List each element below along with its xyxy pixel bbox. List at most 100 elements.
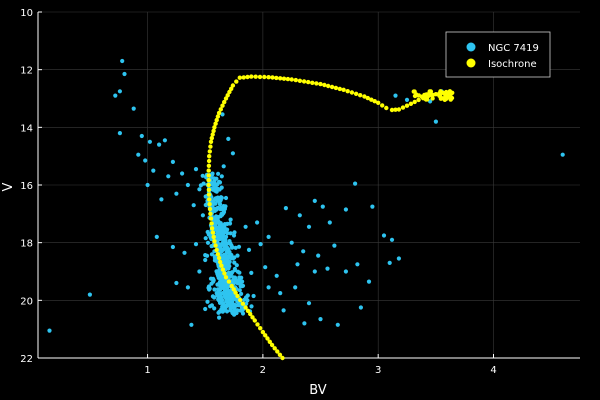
data-point-isochrone [206, 173, 211, 178]
data-point-isochrone [216, 255, 222, 261]
data-point-ngc-7419 [233, 277, 238, 282]
data-point-isochrone [278, 76, 283, 81]
data-point-ngc-7419 [213, 186, 218, 191]
x-tick-label: 1 [144, 365, 150, 376]
x-tick-label: 3 [375, 365, 381, 376]
legend-marker-ngc-7419 [466, 42, 476, 52]
data-point-isochrone [297, 78, 303, 84]
x-tick-label: 2 [260, 365, 266, 376]
data-point-ngc-7419 [289, 240, 294, 245]
data-point-isochrone [289, 77, 294, 82]
data-point-isochrone [229, 283, 234, 289]
data-point-isochrone [223, 275, 229, 280]
data-point-isochrone [214, 117, 219, 123]
data-point-isochrone [281, 76, 287, 81]
data-point-isochrone [241, 75, 246, 80]
data-point-ngc-7419 [226, 288, 231, 293]
data-point-ngc-7419 [157, 142, 162, 147]
data-point-ngc-7419 [283, 206, 288, 211]
data-point-ngc-7419 [219, 222, 224, 228]
data-point-isochrone [275, 349, 280, 354]
data-point-ngc-7419 [396, 256, 401, 261]
data-point-ngc-7419 [120, 58, 125, 64]
data-point-isochrone [220, 103, 225, 108]
data-point-isochrone [214, 247, 219, 253]
data-point-isochrone [218, 107, 223, 112]
data-point-isochrone [446, 94, 451, 100]
data-point-ngc-7419 [226, 241, 231, 246]
data-point-isochrone [208, 211, 213, 216]
data-point-ngc-7419 [209, 281, 214, 286]
data-point-ngc-7419 [225, 257, 230, 262]
data-point-ngc-7419 [239, 284, 244, 289]
data-point-ngc-7419 [236, 279, 241, 284]
data-point-isochrone [265, 336, 270, 341]
data-point-ngc-7419 [227, 301, 232, 306]
data-point-ngc-7419 [228, 217, 233, 222]
data-point-ngc-7419 [159, 197, 164, 202]
data-point-ngc-7419 [215, 293, 220, 298]
data-point-ngc-7419 [389, 237, 395, 242]
data-point-isochrone [235, 293, 240, 299]
data-point-ngc-7419 [239, 275, 244, 280]
data-point-ngc-7419 [224, 295, 230, 300]
data-point-ngc-7419 [200, 173, 205, 178]
data-point-isochrone [408, 101, 414, 107]
data-point-isochrone [207, 206, 213, 212]
data-point-ngc-7419 [224, 282, 229, 287]
data-point-ngc-7419 [255, 220, 260, 225]
data-point-ngc-7419 [229, 252, 234, 258]
data-point-ngc-7419 [222, 222, 227, 227]
data-point-ngc-7419 [193, 167, 199, 172]
data-point-ngc-7419 [209, 303, 214, 308]
data-point-ngc-7419 [227, 264, 232, 269]
data-point-ngc-7419 [217, 315, 222, 320]
data-point-ngc-7419 [210, 294, 215, 299]
data-point-isochrone [206, 182, 211, 188]
data-point-isochrone [274, 75, 279, 81]
data-point-ngc-7419 [218, 226, 223, 231]
data-point-isochrone [237, 75, 242, 80]
data-point-ngc-7419 [226, 136, 231, 141]
data-point-ngc-7419 [185, 285, 190, 290]
data-point-ngc-7419 [221, 257, 226, 262]
data-point-ngc-7419 [143, 158, 148, 163]
data-point-ngc-7419 [318, 317, 323, 322]
data-point-ngc-7419 [387, 260, 392, 265]
data-point-ngc-7419 [203, 236, 208, 241]
data-point-ngc-7419 [274, 273, 279, 278]
data-point-isochrone [362, 94, 367, 99]
data-point-isochrone [437, 93, 443, 98]
data-point-ngc-7419 [136, 152, 141, 157]
data-point-ngc-7419 [162, 138, 167, 143]
y-tick-label: 22 [20, 354, 33, 365]
data-point-ngc-7419 [246, 247, 252, 252]
data-point-ngc-7419 [145, 182, 150, 188]
data-point-isochrone [207, 197, 212, 202]
data-point-isochrone [257, 74, 263, 80]
data-point-ngc-7419 [281, 308, 286, 313]
data-point-isochrone [270, 75, 275, 80]
series-isochrone [206, 74, 455, 361]
data-point-isochrone [253, 74, 258, 79]
data-point-isochrone [272, 346, 277, 351]
legend-label-isochrone: Isochrone [488, 59, 537, 70]
data-point-ngc-7419 [228, 297, 233, 302]
data-point-ngc-7419 [222, 304, 227, 309]
data-point-ngc-7419 [87, 292, 92, 297]
data-point-ngc-7419 [197, 269, 202, 274]
data-point-ngc-7419 [316, 253, 321, 258]
data-point-ngc-7419 [263, 265, 268, 270]
data-point-ngc-7419 [220, 112, 225, 117]
data-point-ngc-7419 [170, 159, 175, 164]
x-tick-label: 4 [490, 365, 496, 376]
data-point-ngc-7419 [203, 257, 208, 263]
data-point-ngc-7419 [218, 291, 223, 296]
data-point-ngc-7419 [218, 195, 224, 200]
data-point-ngc-7419 [312, 198, 317, 203]
data-point-ngc-7419 [301, 249, 306, 254]
data-point-isochrone [206, 178, 211, 183]
data-point-isochrone [341, 87, 346, 93]
data-point-ngc-7419 [197, 187, 202, 192]
data-point-ngc-7419 [306, 224, 312, 229]
